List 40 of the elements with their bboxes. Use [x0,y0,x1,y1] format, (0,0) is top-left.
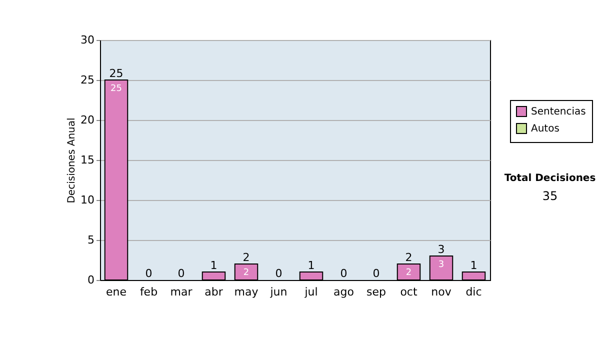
total-label: 0 [275,267,282,280]
x-tick-label: ago [334,286,354,298]
x-tick-label: mar [170,286,193,298]
x-tick-label: jul [304,286,318,298]
y-tick-label: 0 [88,274,94,286]
total-label: 1 [470,259,478,272]
y-tick-label: 15 [80,154,94,166]
total-label: 0 [372,267,380,280]
data-label: 2 [243,268,250,278]
total-label: 1 [308,259,315,272]
legend-label: Autos [531,124,560,134]
total-label: 25 [109,67,124,80]
text: Total Decisiones [504,173,596,184]
y-tick-label: 5 [88,234,94,246]
data-label: 25 [110,84,122,94]
x-tick-label: oct [400,286,418,298]
y-tick-label: 30 [80,34,94,46]
x-tick-label: may [234,286,259,298]
y-tick-label: 20 [80,114,94,126]
y-tick-label: 10 [80,194,94,206]
x-tick-label: feb [140,286,158,298]
legend-label: Sentencias [531,106,586,118]
x-tick-label: jun [269,286,288,298]
y-tick-label: 25 [80,74,94,86]
x-tick-label: nov [431,286,452,298]
total-label: 0 [145,267,152,280]
total-label: 0 [340,267,348,280]
x-tick-label: dic [466,286,482,298]
total-label: 0 [178,267,185,280]
data-label: 3 [438,260,444,270]
y-axis-title: Decisiones Anual [66,118,78,204]
total-label: 3 [438,243,445,256]
x-tick-label: ene [106,286,127,298]
x-tick-label: sep [366,286,386,298]
text: 35 [542,189,558,203]
total-label: 2 [242,251,250,264]
total-label: 2 [405,251,412,264]
data-label: 2 [406,268,412,278]
x-tick-label: abr [204,286,224,298]
total-label: 1 [210,259,218,272]
